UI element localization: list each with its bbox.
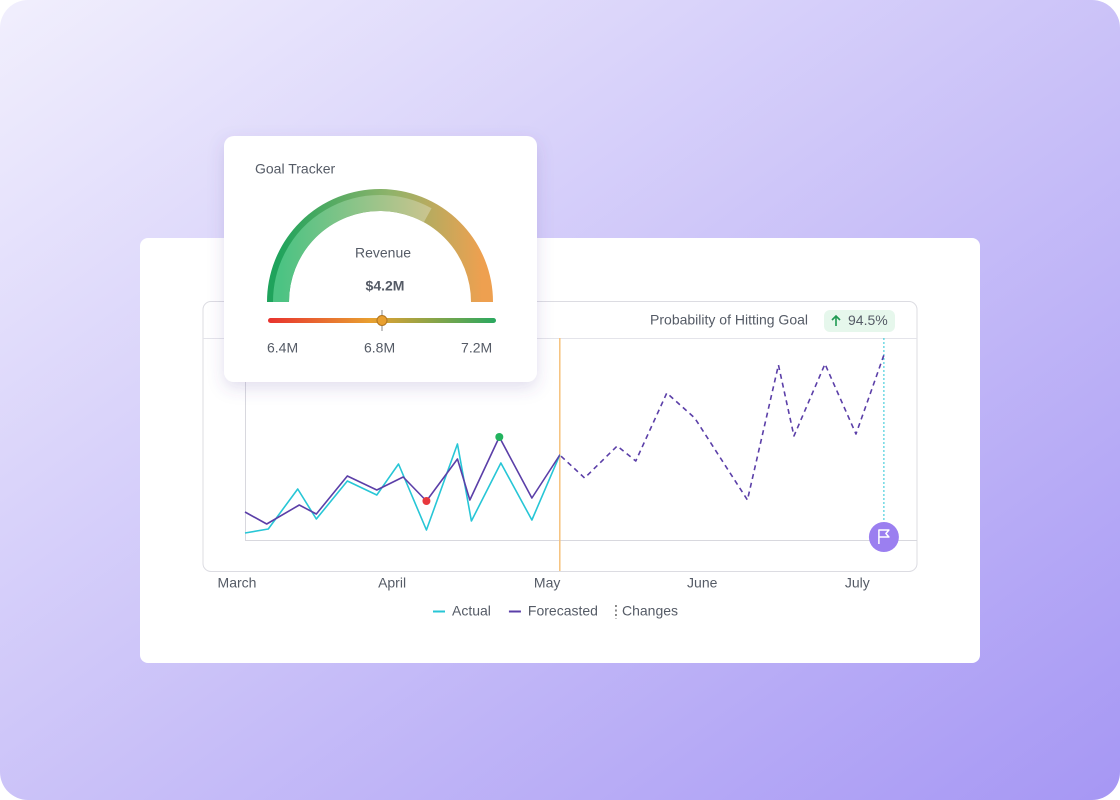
highlight-point bbox=[495, 433, 504, 441]
chart-header: Probability of Hitting Goal bbox=[650, 312, 808, 328]
legend: Actual Forecasted Changes bbox=[433, 603, 678, 619]
gauge-scale-label: 6.4M bbox=[267, 340, 298, 356]
x-tick-label: May bbox=[534, 575, 560, 591]
gauge-fill bbox=[273, 195, 432, 303]
flag-icon bbox=[878, 529, 890, 544]
badge bbox=[824, 310, 895, 332]
x-tick-label: July bbox=[845, 575, 870, 591]
gauge-value: $4.2M bbox=[366, 278, 405, 294]
badge-value: 94.5% bbox=[848, 312, 888, 328]
gauge: 6.4M 6.8M 7.2M bbox=[267, 189, 496, 356]
gauge-scale-label: 7.2M bbox=[461, 340, 492, 356]
x-tick-label: March bbox=[218, 575, 257, 591]
gauge-scale-label: 6.8M bbox=[364, 340, 395, 356]
plot: March April May June July bbox=[218, 338, 899, 591]
legend-label: Changes bbox=[622, 603, 678, 619]
chart-frame bbox=[202, 301, 918, 572]
x-tick-label: June bbox=[687, 575, 718, 591]
gauge-title: Goal Tracker bbox=[255, 161, 335, 177]
legend-label: Actual bbox=[452, 603, 491, 619]
up-arrow-icon bbox=[831, 314, 841, 326]
series-line bbox=[244, 443, 560, 534]
gauge-marker bbox=[376, 315, 388, 326]
highlight-point bbox=[422, 497, 431, 505]
gauge-metric: Revenue bbox=[355, 245, 411, 261]
legend-label: Forecasted bbox=[528, 603, 598, 619]
series-line-projected bbox=[559, 354, 885, 501]
x-tick-label: April bbox=[378, 575, 406, 591]
series-line bbox=[244, 436, 560, 525]
